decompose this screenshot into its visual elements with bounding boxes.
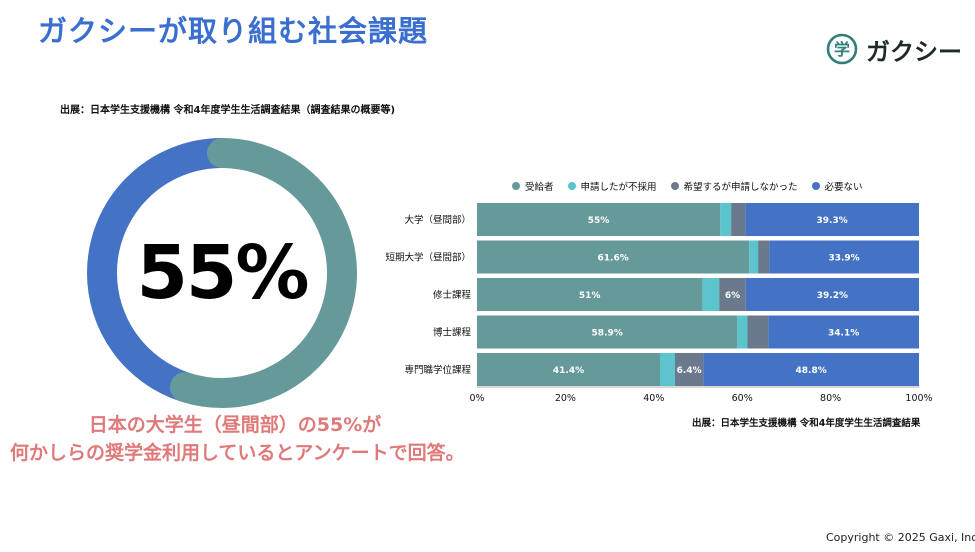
bar-segment-1-2: [758, 240, 770, 274]
data-label-0-3: 39.3%: [817, 216, 848, 226]
bar-segment-2-3: [745, 278, 919, 311]
data-label-4-0: 41.4%: [553, 366, 584, 376]
category-label-4: 専門職学位課程: [404, 364, 471, 376]
bar-segment-0-3: [745, 203, 919, 236]
bar-segment-3-3: [768, 315, 919, 349]
source-note-top: 出展：日本学生支援機構 令和4年度学生生活調査結果（調査結果の概要等): [60, 105, 396, 116]
data-label-1-3: 33.9%: [828, 254, 859, 264]
bar-segment-1-3: [769, 240, 919, 274]
legend-dot-1: [567, 182, 576, 190]
caption-line-1: 日本の大学生（昼間部）の55%が: [88, 414, 382, 436]
bar-segment-2-1: [702, 278, 720, 311]
donut-cap-start: [207, 138, 237, 168]
gakushi-logo: 学 ガクシー: [826, 32, 966, 66]
bar-segment-2-0: [477, 278, 703, 311]
legend-item-3: 必要ない: [811, 179, 863, 193]
legend-item-0: 受給者: [512, 179, 554, 193]
stacked-bar-chart: 大学（昼間部） 55% 39.3% 短期大学（昼間部） 61.6% 33.9% 修士課程 51…: [380, 195, 940, 405]
bar-segment-0-2: [731, 203, 746, 236]
donut-svg: [87, 138, 357, 408]
gakushi-logo-icon: 学: [826, 33, 858, 65]
bar-segment-0-0: [477, 203, 721, 236]
legend-dot-0: [512, 182, 520, 190]
x-tick-label-4: 80%: [820, 393, 841, 404]
data-label-3-3: 34.1%: [828, 329, 859, 339]
logo-icon-glyph: 学: [834, 40, 850, 59]
logo-text: ガクシー: [866, 37, 962, 66]
bar-segment-4-3: [703, 353, 919, 386]
bar-segment-4-0: [477, 353, 660, 386]
legend-item-2: 希望するが申請しなかった: [670, 179, 798, 193]
copyright: Copyright © 2025 Gaxi, Inc.: [826, 531, 975, 544]
bar-segment-1-1: [749, 240, 759, 274]
caption-line-2: 何かしらの奨学金利用しているとアンケートで回答。: [10, 441, 465, 464]
bar-segment-3-1: [737, 315, 748, 349]
legend-label-1: 申請したが不採用: [580, 182, 657, 193]
category-label-2: 修士課程: [433, 289, 472, 301]
source-note-bottom: 出展：日本学生支援機構 令和4年度学生生活調査結果: [692, 418, 921, 429]
data-label-4-2: 6.4%: [677, 366, 702, 376]
bar-chart-legend: 受給者 申請したが不採用 希望するが申請しなかった 必要ない: [512, 178, 877, 194]
x-tick-label-1: 20%: [555, 393, 576, 404]
x-tick-label-3: 60%: [732, 393, 753, 404]
legend-dot-3: [811, 182, 820, 190]
donut-chart: 55%: [87, 138, 357, 408]
legend-dot-2: [670, 182, 679, 190]
data-label-2-0: 51%: [579, 291, 601, 301]
bar-segment-3-0: [477, 315, 738, 349]
data-label-4-3: 48.8%: [796, 366, 827, 376]
donut-center-label: 55%: [136, 230, 309, 316]
bar-segment-4-2: [675, 353, 704, 386]
x-tick-label-0: 0%: [469, 393, 484, 404]
category-label-0: 大学（昼間部）: [404, 214, 471, 226]
data-label-3-0: 58.9%: [592, 329, 623, 339]
slide-title: ガクシーが取り組む社会課題: [38, 14, 429, 48]
bar-segment-4-1: [659, 353, 676, 386]
bar-segment-0-1: [720, 203, 732, 236]
category-label-1: 短期大学（昼間部）: [385, 252, 471, 264]
data-label-1-0: 61.6%: [598, 254, 629, 264]
legend-item-1: 申請したが不採用: [567, 179, 657, 193]
data-label-2-2: 6%: [725, 291, 740, 301]
caption: 日本の大学生（昼間部）の55%が 何かしらの奨学金利用しているとアンケートで回答…: [10, 412, 465, 467]
bar-segment-1-0: [477, 240, 750, 274]
data-label-2-3: 39.2%: [817, 291, 848, 301]
x-tick-label-2: 40%: [643, 393, 664, 404]
stacked-bar-svg: 大学（昼間部） 55% 39.3% 短期大学（昼間部） 61.6% 33.9% 修士課程 51…: [385, 203, 933, 404]
donut-cap-end: [169, 372, 200, 403]
category-label-3: 博士課程: [433, 327, 472, 339]
legend-label-2: 希望するが申請しなかった: [683, 182, 798, 193]
legend-label-3: 必要ない: [824, 182, 863, 193]
data-label-0-0: 55%: [588, 216, 610, 226]
bar-segment-3-2: [747, 315, 769, 349]
bar-segment-2-2: [719, 278, 746, 311]
legend-label-0: 受給者: [525, 182, 554, 193]
x-tick-label-5: 100%: [905, 393, 932, 404]
